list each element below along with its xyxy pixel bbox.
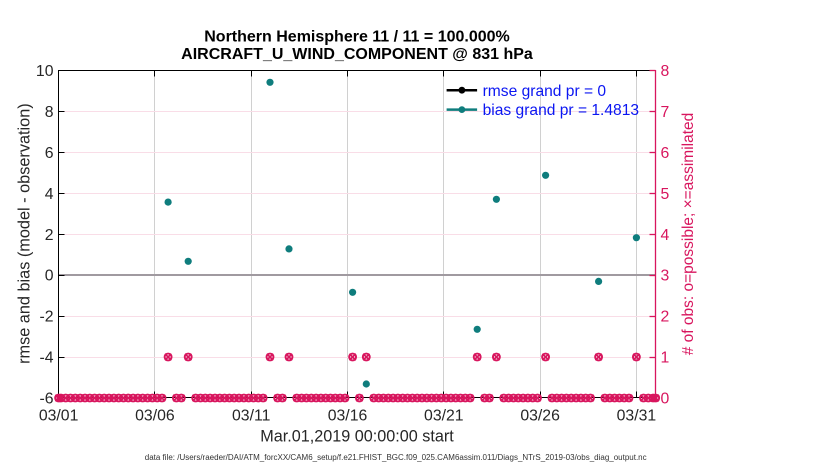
svg-text:3: 3 (661, 268, 670, 285)
svg-text:4: 4 (661, 227, 670, 244)
svg-text:03/01: 03/01 (39, 408, 79, 425)
svg-text:-6: -6 (39, 391, 53, 408)
svg-text:4: 4 (45, 186, 54, 203)
svg-text:rmse grand pr = 0: rmse grand pr = 0 (483, 83, 607, 100)
svg-text:Mar.01,2019 00:00:00 start: Mar.01,2019 00:00:00 start (260, 428, 454, 446)
svg-text:8: 8 (45, 104, 54, 121)
svg-text:03/26: 03/26 (520, 408, 560, 425)
svg-text:6: 6 (45, 145, 54, 162)
svg-text:2: 2 (661, 309, 670, 326)
svg-text:0: 0 (45, 268, 54, 285)
svg-text:8: 8 (661, 63, 670, 80)
svg-text:-2: -2 (39, 309, 53, 326)
svg-text:6: 6 (661, 145, 670, 162)
svg-text:rmse and bias (model - observa: rmse and bias (model - observation) (16, 103, 34, 364)
svg-text:2: 2 (45, 227, 54, 244)
svg-text:10: 10 (36, 63, 54, 80)
svg-text:-4: -4 (39, 350, 53, 367)
svg-text:03/06: 03/06 (135, 408, 175, 425)
svg-text:1: 1 (661, 350, 670, 367)
svg-text:03/31: 03/31 (617, 408, 657, 425)
svg-text:03/21: 03/21 (424, 408, 464, 425)
svg-text:Northern Hemisphere 11 / 11 =: Northern Hemisphere 11 / 11 = 100.000% (204, 29, 510, 46)
svg-text:AIRCRAFT_U_WIND_COMPONENT @ 83: AIRCRAFT_U_WIND_COMPONENT @ 831 hPa (181, 46, 533, 63)
svg-text:bias grand pr = 1.4813: bias grand pr = 1.4813 (483, 102, 639, 119)
svg-text:0: 0 (661, 391, 670, 408)
svg-text:7: 7 (661, 104, 670, 121)
svg-text:data file: /Users/raeder/DAI/A: data file: /Users/raeder/DAI/ATM_forcXX/… (145, 453, 647, 462)
svg-text:03/16: 03/16 (328, 408, 368, 425)
svg-text:03/11: 03/11 (232, 408, 271, 425)
svg-text:# of obs: o=possible; ×=assimi: # of obs: o=possible; ×=assimilated (680, 113, 697, 356)
svg-text:5: 5 (661, 186, 670, 203)
